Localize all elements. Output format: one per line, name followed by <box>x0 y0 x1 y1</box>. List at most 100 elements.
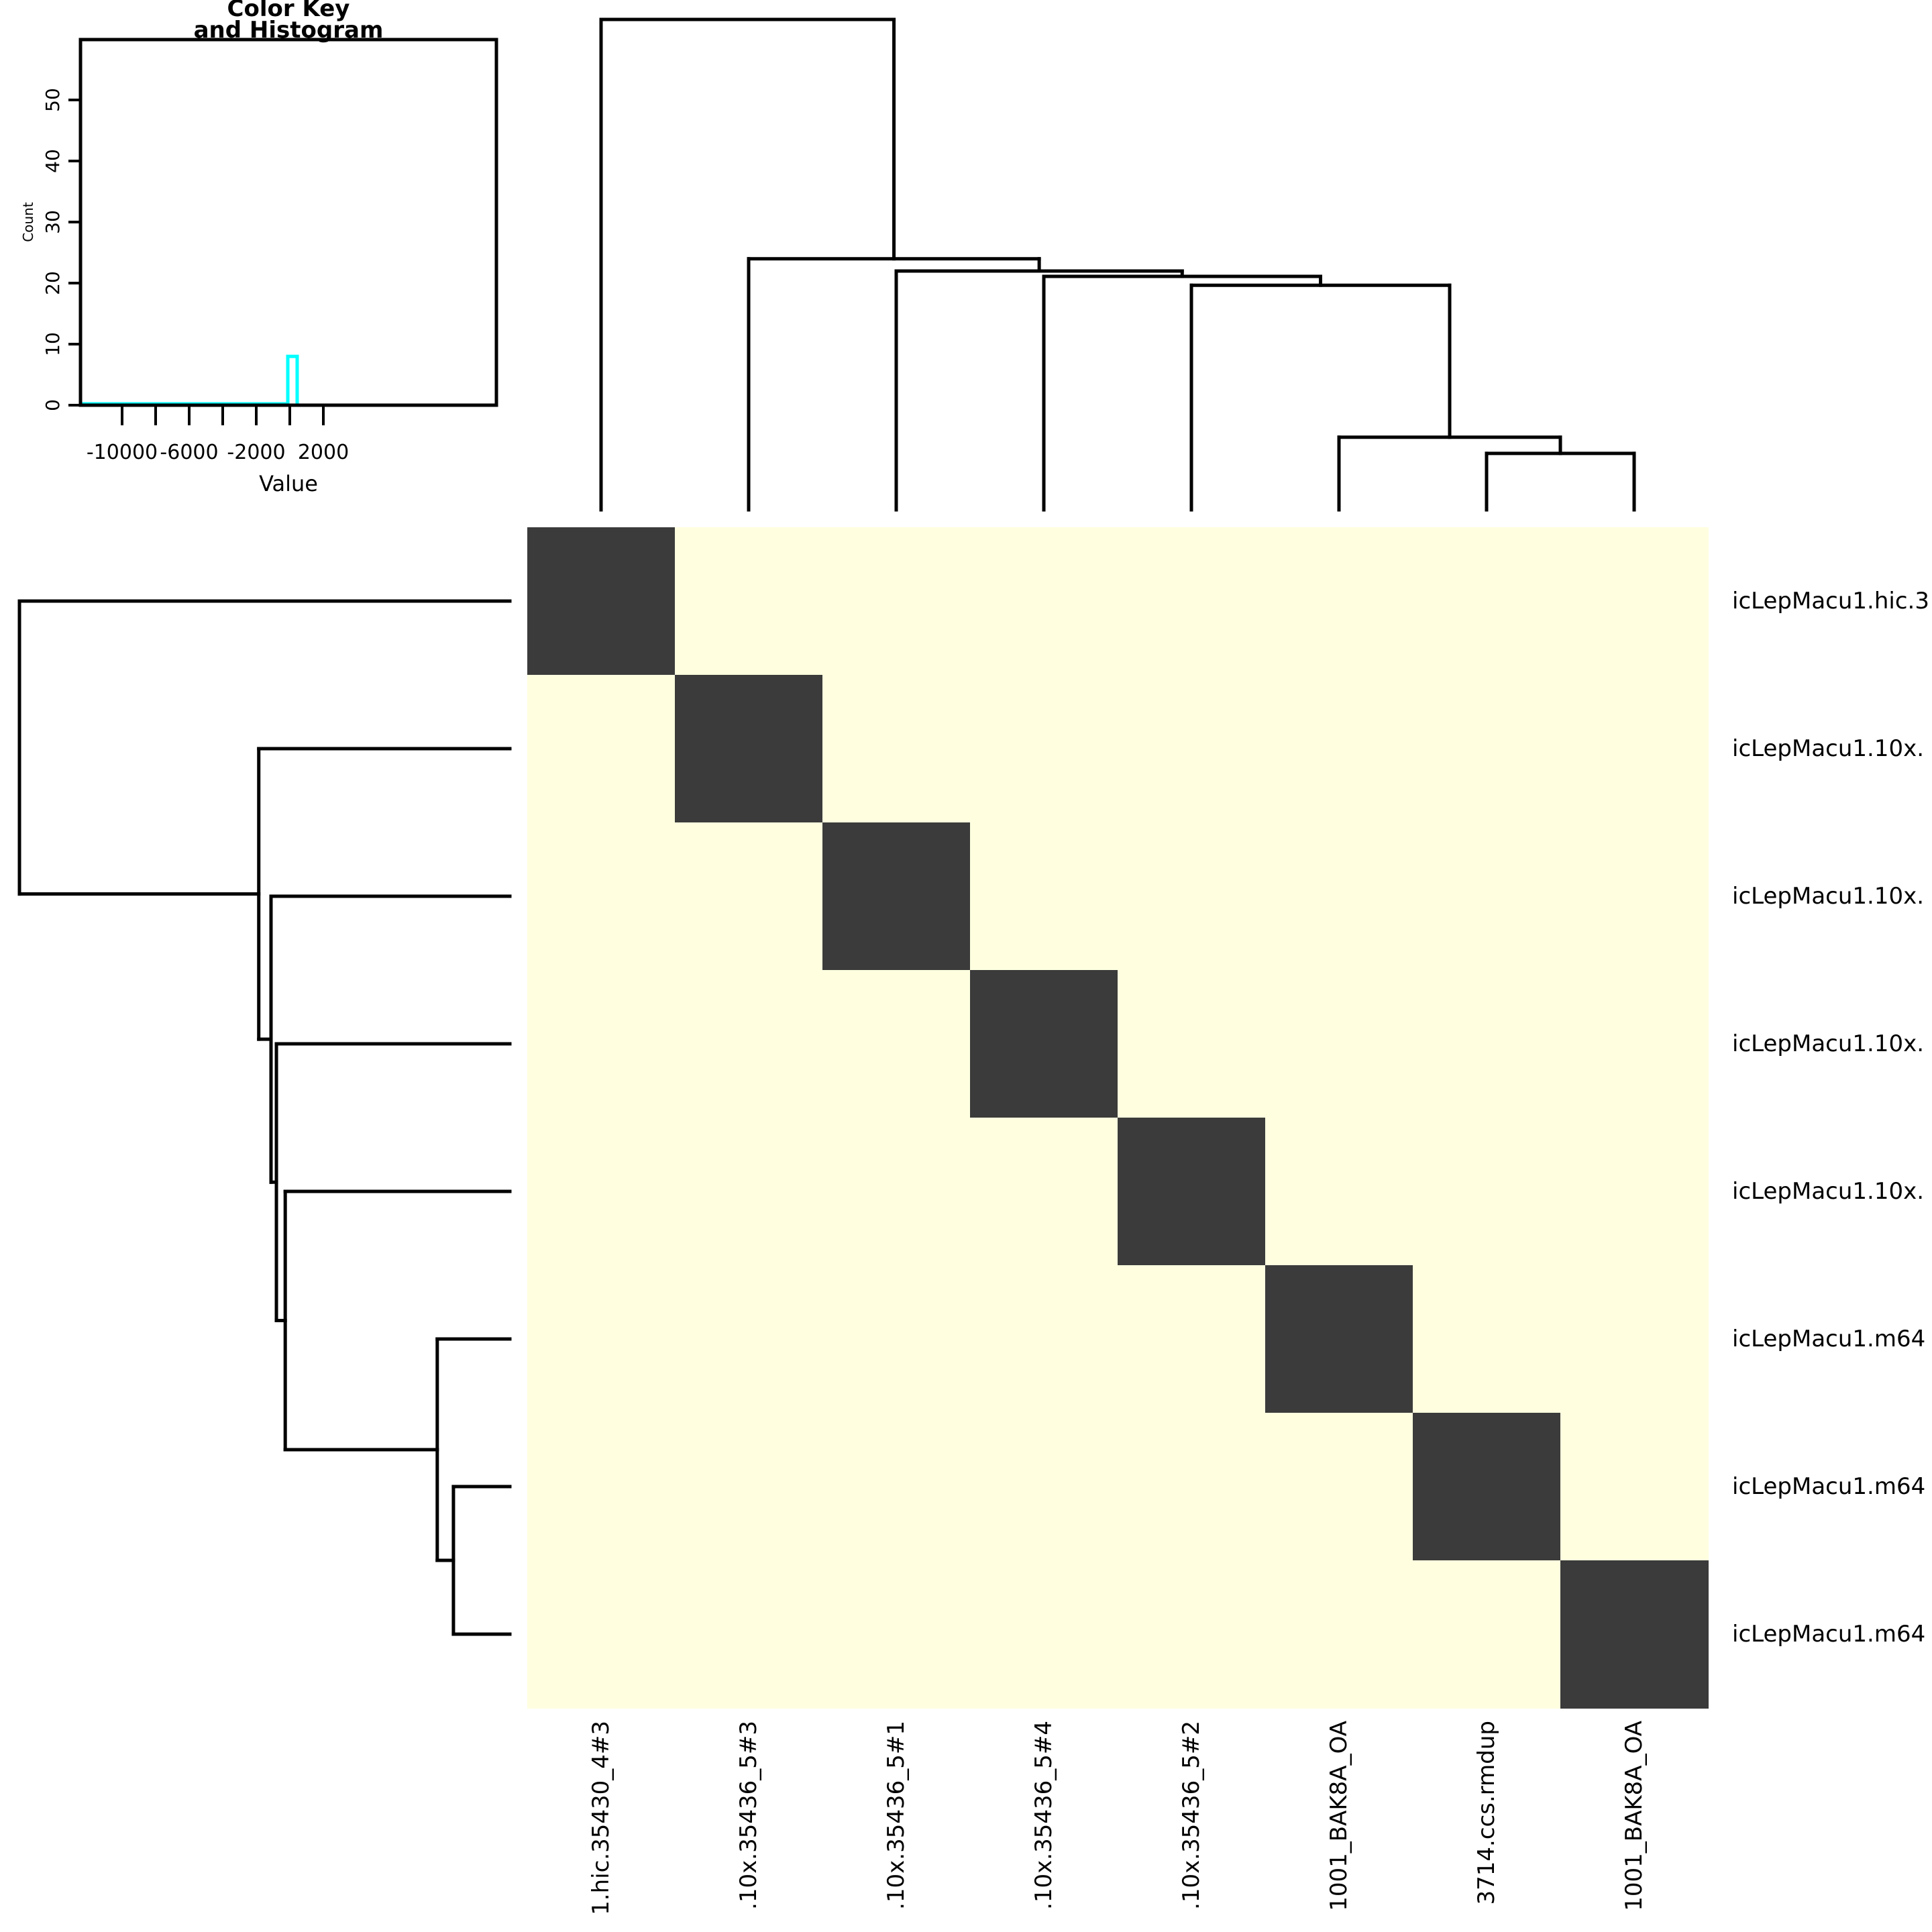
heatmap-cell <box>1560 527 1709 676</box>
col-label: .10x.35436_5#1 <box>883 1721 910 1910</box>
column-labels: 1.hic.35430_4#3 .10x.35436_5#3 .10x.35436_… <box>588 1721 1648 1915</box>
y-tick-label: 0 <box>42 399 64 411</box>
heatmap-cell <box>527 1265 676 1413</box>
heatmap-cell <box>822 822 971 971</box>
heatmap-cell <box>970 675 1118 823</box>
row-label: icLepMacu1.m64 <box>1732 1621 1925 1648</box>
clustered-heatmap-figure: Color Key and Histogram 0 10 20 30 40 50 <box>0 0 1932 1932</box>
x-tick-label: 2000 <box>298 441 349 464</box>
heatmap-cell <box>527 970 676 1118</box>
row-label: icLepMacu1.m64 <box>1732 1473 1925 1500</box>
heatmap-cell <box>822 527 971 676</box>
heatmap-cell <box>1413 1118 1561 1266</box>
col-label: 1001_BAK8A_OA <box>1621 1721 1648 1911</box>
heatmap-cell <box>1265 822 1413 971</box>
heatmap-cell <box>675 822 823 971</box>
heatmap-cell <box>1265 675 1413 823</box>
row-label: icLepMacu1.m64 <box>1732 1326 1925 1352</box>
heatmap-cell <box>527 1413 676 1561</box>
heatmap-cell <box>822 1413 971 1561</box>
x-tick-label: -6000 <box>160 441 218 464</box>
col-label: 1.hic.35430_4#3 <box>588 1721 614 1915</box>
row-label: icLepMacu1.10x. <box>1732 883 1924 910</box>
row-label: icLepMacu1.hic.3 <box>1732 588 1929 614</box>
heatmap-cell <box>970 970 1118 1118</box>
heatmap-cell <box>1265 1118 1413 1266</box>
heatmap-cell <box>970 527 1118 676</box>
heatmap-cell <box>1560 970 1709 1118</box>
heatmap-cell <box>1413 1560 1561 1709</box>
histogram-trace-line <box>82 356 297 404</box>
figure-canvas: Color Key and Histogram 0 10 20 30 40 50 <box>0 0 1932 1932</box>
heatmap-cell <box>970 822 1118 971</box>
heatmap-cell <box>822 1265 971 1413</box>
heatmap-cell <box>1413 1265 1561 1413</box>
x-axis-label: Value <box>259 471 318 496</box>
heatmap-cell <box>675 675 823 823</box>
heatmap-cell <box>970 1118 1118 1266</box>
heatmap-cell <box>1560 1265 1709 1413</box>
heatmap-cell <box>822 1560 971 1709</box>
heatmap-cell <box>675 1560 823 1709</box>
heatmap-cell <box>527 1118 676 1266</box>
heatmap-cell <box>1560 675 1709 823</box>
row-label: icLepMacu1.10x. <box>1732 1030 1924 1057</box>
heatmap-cell <box>822 970 971 1118</box>
y-tick-label: 50 <box>42 88 64 112</box>
heatmap-matrix <box>527 527 1709 1709</box>
y-tick-label: 10 <box>42 332 64 356</box>
col-label: .10x.35436_5#2 <box>1178 1721 1205 1910</box>
heatmap-cell <box>1265 970 1413 1118</box>
heatmap-cell <box>1118 1413 1266 1561</box>
heatmap-cell <box>1118 970 1266 1118</box>
col-label: .10x.35436_5#4 <box>1030 1721 1057 1910</box>
heatmap-cell <box>675 970 823 1118</box>
row-labels: icLepMacu1.hic.3 icLepMacu1.10x. icLepMacu… <box>1732 588 1929 1648</box>
heatmap-cell <box>822 675 971 823</box>
heatmap-cell <box>1413 1413 1561 1561</box>
heatmap-cell <box>675 1118 823 1266</box>
y-tick-label: 20 <box>42 271 64 295</box>
heatmap-cell <box>1413 970 1561 1118</box>
heatmap-cell <box>970 1265 1118 1413</box>
heatmap-cell <box>1413 675 1561 823</box>
x-tick-label: -2000 <box>227 441 285 464</box>
heatmap-cell <box>675 1413 823 1561</box>
heatmap-cell <box>675 1265 823 1413</box>
column-dendrogram <box>601 19 1634 510</box>
heatmap-cell <box>527 1560 676 1709</box>
x-tick-label: -10000 <box>87 441 158 464</box>
heatmap-cell <box>822 1118 971 1266</box>
row-dendrogram <box>19 601 510 1634</box>
heatmap-cell <box>1265 1265 1413 1413</box>
color-key-histogram-trace <box>82 356 297 404</box>
heatmap-cell <box>527 822 676 971</box>
heatmap-cell <box>1560 1413 1709 1561</box>
heatmap-cell <box>1265 527 1413 676</box>
heatmap-cell <box>1265 1413 1413 1561</box>
heatmap-cell <box>527 675 676 823</box>
heatmap-cell <box>1118 822 1266 971</box>
heatmap-cell <box>1413 822 1561 971</box>
color-key-frame <box>80 40 496 405</box>
heatmap-cell <box>970 1560 1118 1709</box>
heatmap-cell <box>1560 1118 1709 1266</box>
heatmap-cell <box>1413 527 1561 676</box>
col-label: .10x.35436_5#3 <box>735 1721 762 1910</box>
y-axis-label: Count <box>20 202 36 242</box>
heatmap-cell <box>675 527 823 676</box>
heatmap-cell <box>1560 1560 1709 1709</box>
heatmap-cell <box>1265 1560 1413 1709</box>
heatmap-cell <box>1118 1265 1266 1413</box>
color-key: Color Key and Histogram 0 10 20 30 40 50 <box>20 0 496 496</box>
heatmap-cell <box>527 527 676 676</box>
heatmap-cell <box>1118 675 1266 823</box>
heatmap-cell <box>1118 527 1266 676</box>
col-label: 1001_BAK8A_OA <box>1326 1721 1352 1911</box>
row-label: icLepMacu1.10x. <box>1732 1178 1924 1205</box>
col-label: 3714.ccs.rmdup <box>1473 1721 1500 1904</box>
heatmap-cell <box>1118 1118 1266 1266</box>
y-tick-label: 40 <box>42 149 64 173</box>
row-label: icLepMacu1.10x. <box>1732 735 1924 762</box>
heatmap-cell <box>970 1413 1118 1561</box>
